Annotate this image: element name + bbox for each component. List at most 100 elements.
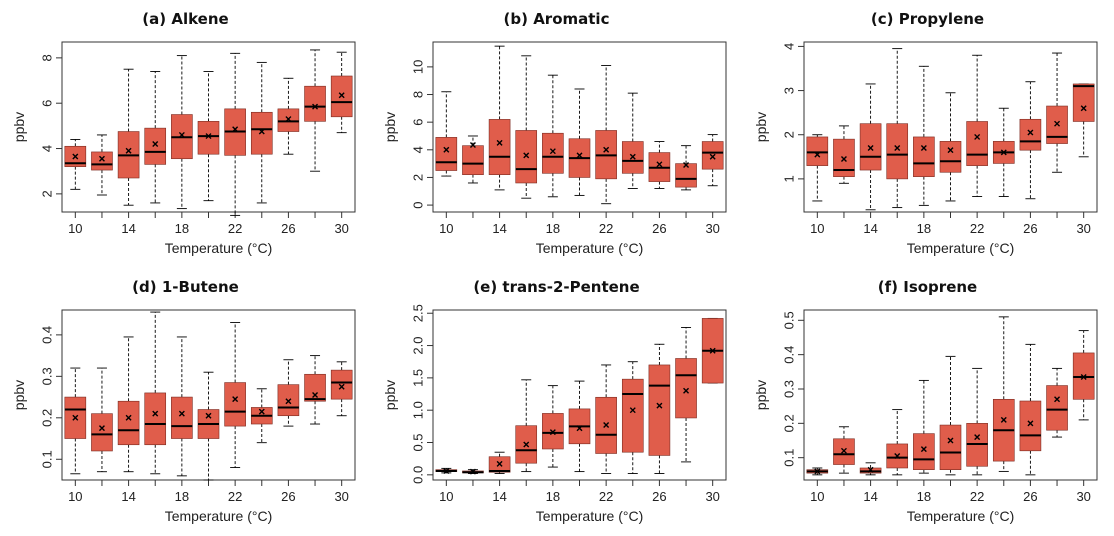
box-iqr (886, 123, 909, 180)
mean-marker (443, 467, 450, 474)
x-tick-label: 14 (121, 221, 135, 236)
mean-marker (338, 92, 345, 99)
box-iqr (144, 392, 167, 446)
box-group (833, 426, 855, 474)
y-tick-label: 4 (781, 43, 796, 50)
y-tick-label: 2 (39, 190, 54, 197)
x-tick-label: 18 (175, 221, 189, 236)
mean-marker (549, 429, 556, 436)
box-group (515, 55, 538, 199)
mean-marker (258, 128, 265, 135)
mean-marker (1000, 416, 1007, 423)
y-tick-label: 0.5 (410, 433, 425, 451)
mean-marker (523, 441, 530, 448)
box-group (488, 45, 511, 191)
chart-svg: (a) Alkene 2 4 6 8 10 14 18 22 26 30 Temperature (°… (11, 10, 356, 256)
mean-marker (72, 153, 79, 160)
box-group (144, 71, 167, 204)
box-group (304, 49, 326, 172)
x-axis-label: Temperature (°C) (907, 240, 1015, 256)
y-tick-label: 8 (410, 91, 425, 98)
panel-trans-2-pentene: (e) trans-2-Pentene 0.0 0.5 1.0 1.5 2.0 2.5 10 1… (371, 268, 742, 536)
box-group (1072, 330, 1095, 421)
mean-marker (1080, 105, 1087, 112)
box-group (1072, 83, 1095, 158)
box-group (675, 145, 697, 191)
mean-marker (1054, 120, 1061, 127)
mean-marker (443, 146, 450, 153)
box-group (117, 336, 140, 473)
box-group (675, 327, 697, 463)
box-iqr (675, 358, 697, 419)
mean-marker (709, 347, 716, 354)
box-group (966, 367, 988, 476)
box-group (595, 65, 617, 205)
x-tick-label: 22 (599, 221, 613, 236)
mean-marker (656, 161, 663, 168)
box-iqr (462, 145, 484, 175)
x-tick-label: 18 (175, 489, 189, 504)
y-tick-label: 8 (39, 54, 54, 61)
box-iqr (648, 364, 671, 456)
y-tick-label: 0.1 (781, 449, 796, 467)
x-tick-label: 14 (863, 489, 877, 504)
box-group (277, 77, 300, 155)
x-tick-label: 10 (810, 489, 824, 504)
box-group (568, 380, 591, 473)
y-tick-label: 0 (410, 201, 425, 208)
mean-marker (98, 155, 105, 162)
box-group (992, 107, 1015, 197)
box-group (833, 125, 855, 184)
mean-marker (867, 466, 874, 473)
y-tick-label: 0.5 (781, 311, 796, 329)
box-group (171, 336, 193, 477)
mean-marker (974, 434, 981, 441)
x-tick-label: 10 (68, 489, 82, 504)
y-axis-label: ppbv (382, 112, 398, 142)
mean-marker (549, 148, 556, 155)
panel-1-butene: (d) 1-Butene 0.1 0.2 0.3 0.4 10 14 18 22 26 30 Temp… (0, 268, 371, 536)
box-iqr (144, 127, 167, 165)
box-group (701, 317, 724, 384)
box-iqr (250, 111, 273, 155)
box-group (886, 48, 909, 209)
mean-marker (1027, 129, 1034, 136)
x-tick-label: 30 (334, 489, 348, 504)
mean-marker (312, 392, 319, 398)
box-group (859, 462, 882, 476)
box-group (939, 355, 962, 476)
y-axis-label: ppbv (753, 112, 769, 142)
mean-marker (72, 414, 79, 421)
mean-marker (894, 452, 901, 459)
chart-svg: (d) 1-Butene 0.1 0.2 0.3 0.4 10 14 18 22 26 30 Temp… (11, 278, 356, 524)
box-group (462, 135, 484, 184)
box-iqr (859, 123, 882, 171)
box-iqr (117, 400, 140, 446)
y-tick-label: 0.4 (781, 346, 796, 364)
y-tick-label: 2.0 (410, 337, 425, 355)
chart-svg: (b) Aromatic 0 2 4 6 8 10 10 14 18 22 26 30 Temperatu… (382, 10, 727, 256)
box-iqr (833, 138, 855, 177)
x-tick-label: 26 (652, 221, 666, 236)
x-tick-label: 14 (492, 221, 506, 236)
y-tick-label: 4 (410, 146, 425, 153)
mean-marker (603, 422, 610, 429)
box-group (1019, 81, 1042, 200)
chart-title: (d) 1-Butene (132, 278, 239, 296)
x-tick-label: 14 (863, 221, 877, 236)
box-group (197, 71, 220, 202)
x-axis-label: Temperature (°C) (536, 240, 644, 256)
mean-marker (1054, 396, 1061, 403)
box-group (1046, 367, 1068, 438)
box-iqr (621, 378, 644, 453)
box-iqr (806, 136, 829, 166)
x-tick-label: 30 (705, 221, 719, 236)
box-iqr (488, 119, 511, 175)
box-iqr (1019, 118, 1042, 151)
y-tick-label: 0.3 (781, 380, 796, 398)
box-iqr (435, 137, 458, 171)
box-group (488, 451, 511, 474)
mean-marker (683, 162, 690, 169)
box-iqr (939, 424, 962, 470)
box-iqr (277, 108, 300, 132)
